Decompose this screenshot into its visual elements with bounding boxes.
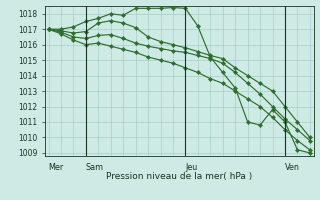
Text: Sam: Sam — [86, 163, 104, 172]
Text: Ven: Ven — [285, 163, 300, 172]
Text: Jeu: Jeu — [185, 163, 198, 172]
X-axis label: Pression niveau de la mer( hPa ): Pression niveau de la mer( hPa ) — [106, 172, 252, 181]
Text: Mer: Mer — [49, 163, 64, 172]
